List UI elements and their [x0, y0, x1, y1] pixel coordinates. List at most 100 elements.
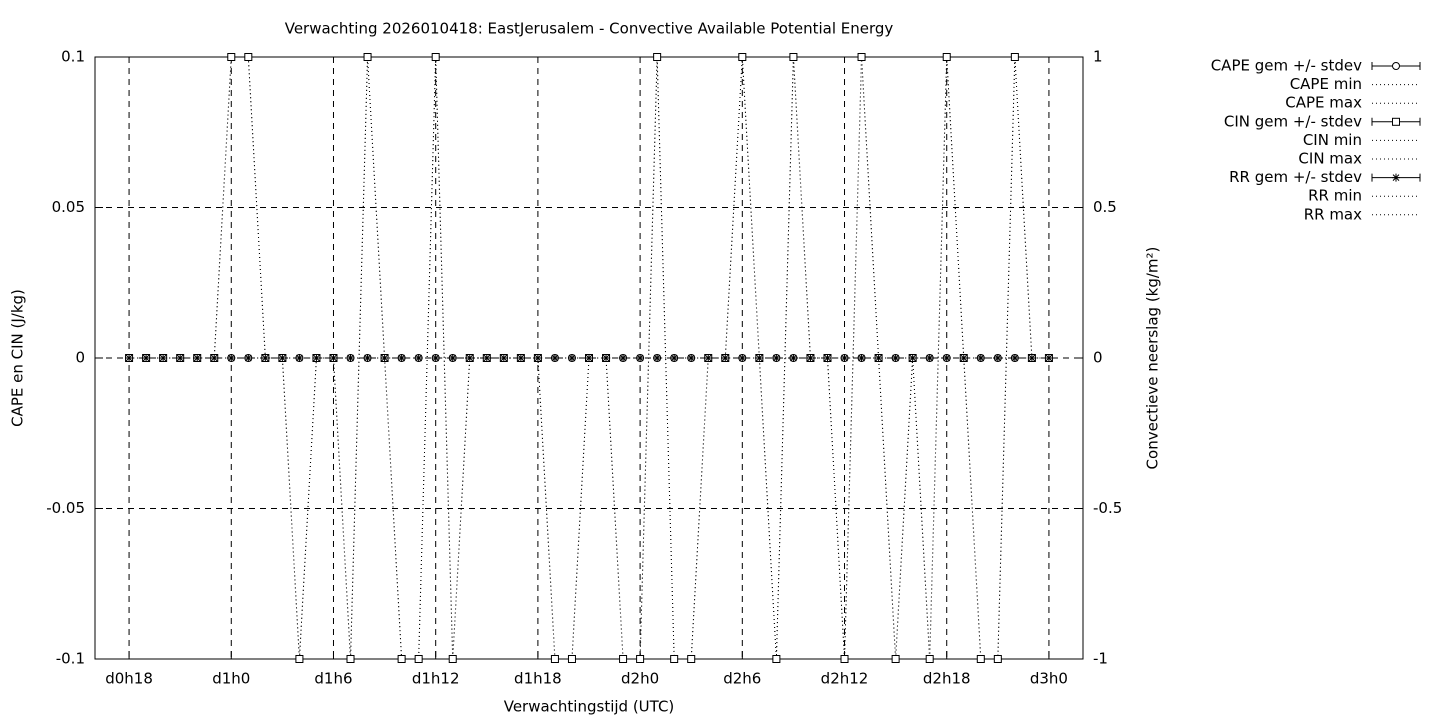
- point: [670, 655, 679, 663]
- point: [142, 354, 151, 362]
- chart-title: Verwachting 2026010418: EastJerusalem - …: [285, 20, 894, 38]
- legend-label: RR gem +/- stdev: [1229, 168, 1362, 186]
- y2-tick-label: 0: [1093, 349, 1103, 367]
- point: [772, 354, 781, 362]
- point: [363, 354, 372, 362]
- point: [993, 354, 1002, 362]
- point: [636, 354, 645, 362]
- x-tick-label: d1h6: [314, 670, 352, 688]
- y2-tick-label: 1: [1093, 48, 1103, 66]
- point: [959, 354, 968, 362]
- y-tick-label: 0.05: [52, 198, 85, 216]
- point: [431, 53, 440, 61]
- point: [346, 354, 355, 362]
- point: [670, 354, 679, 362]
- point: [465, 354, 474, 362]
- point: [755, 354, 764, 362]
- point: [619, 354, 628, 362]
- point: [567, 354, 576, 362]
- y2-axis-label: Convectieve neerslag (kg/m²): [1144, 247, 1162, 470]
- x-tick-label: d2h0: [621, 670, 659, 688]
- x-tick-label: d2h6: [723, 670, 761, 688]
- point: [653, 354, 662, 362]
- point: [550, 354, 559, 362]
- y2-tick-label: -1: [1093, 650, 1108, 668]
- legend-label: RR max: [1304, 205, 1362, 223]
- x-tick-label: d3h0: [1030, 670, 1068, 688]
- plot-border: [94, 56, 1084, 660]
- point: [397, 354, 406, 362]
- point: [993, 655, 1002, 663]
- legend-label: CIN min: [1303, 131, 1362, 149]
- point: [704, 354, 713, 362]
- point: [789, 53, 798, 61]
- point: [976, 354, 985, 362]
- point: [1027, 354, 1036, 362]
- point: [908, 354, 917, 362]
- point: [976, 655, 985, 663]
- legend-label: CAPE gem +/- stdev: [1211, 57, 1362, 75]
- point: [431, 354, 440, 362]
- legend-label: CIN gem +/- stdev: [1224, 112, 1362, 130]
- point: [227, 354, 236, 362]
- point: [244, 53, 253, 61]
- y-axis-label: CAPE en CIN (J/kg): [9, 289, 27, 427]
- point: [125, 354, 134, 362]
- point: [891, 655, 900, 663]
- point: [925, 354, 934, 362]
- legend-label: CIN max: [1298, 150, 1362, 168]
- legend-marker: [1392, 117, 1400, 126]
- point: [567, 655, 576, 663]
- x-axis-label: Verwachtingstijd (UTC): [504, 698, 675, 716]
- point: [295, 354, 304, 362]
- y-tick-label: 0.1: [61, 48, 85, 66]
- point: [159, 354, 168, 362]
- point: [687, 354, 696, 362]
- point: [346, 655, 355, 663]
- point: [721, 354, 730, 362]
- point: [397, 655, 406, 663]
- point: [482, 354, 491, 362]
- point: [619, 655, 628, 663]
- point: [448, 354, 457, 362]
- point: [380, 354, 389, 362]
- point: [550, 655, 559, 663]
- point: [363, 53, 372, 61]
- point: [414, 655, 423, 663]
- point: [533, 354, 542, 362]
- point: [261, 354, 270, 362]
- y-tick-label: 0: [75, 349, 85, 367]
- point: [499, 354, 508, 362]
- point: [176, 354, 185, 362]
- point: [857, 354, 866, 362]
- x-tick-label: d2h18: [923, 670, 971, 688]
- y2-tick-label: 0.5: [1093, 198, 1117, 216]
- point: [823, 354, 832, 362]
- point: [874, 354, 883, 362]
- point: [329, 354, 338, 362]
- point: [942, 354, 951, 362]
- point: [840, 655, 849, 663]
- point: [1044, 354, 1053, 362]
- legend-marker: [1392, 62, 1400, 70]
- point: [312, 354, 321, 362]
- legend-label: CAPE min: [1290, 75, 1362, 93]
- point: [448, 655, 457, 663]
- point: [687, 655, 696, 663]
- point: [414, 354, 423, 362]
- point: [585, 354, 593, 362]
- point: [772, 655, 781, 663]
- x-tick-label: d1h12: [412, 670, 460, 688]
- point: [925, 655, 934, 663]
- y2-tick-label: -0.5: [1093, 499, 1122, 517]
- y-tick-label: -0.1: [56, 650, 85, 668]
- point: [516, 354, 525, 362]
- point: [891, 354, 900, 362]
- point: [942, 53, 951, 61]
- point: [738, 53, 747, 61]
- point: [789, 354, 798, 362]
- x-tick-label: d0h18: [105, 670, 153, 688]
- point: [295, 655, 304, 663]
- point: [738, 354, 747, 362]
